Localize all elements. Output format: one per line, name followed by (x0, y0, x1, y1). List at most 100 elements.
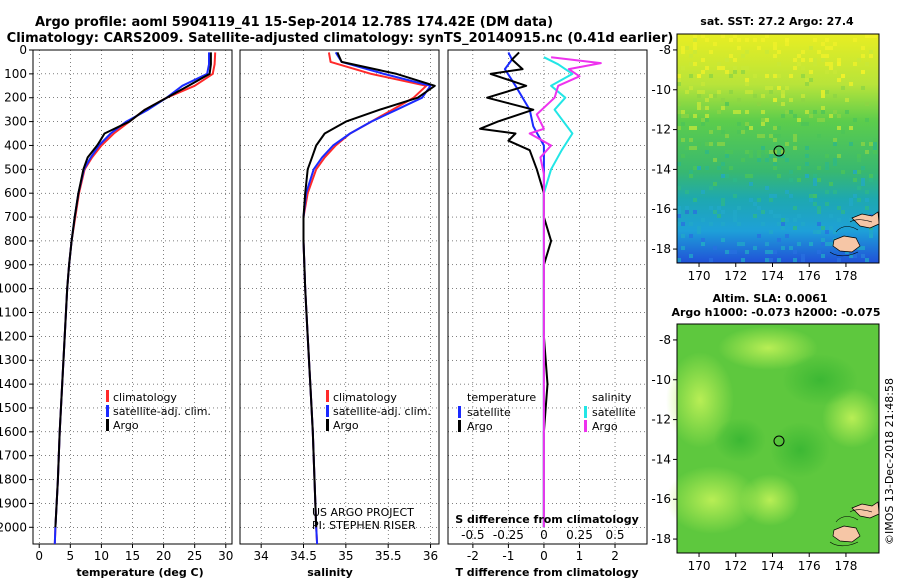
imos-watermark: ©IMOS 13-Dec-2018 21:48:58 (883, 378, 896, 545)
map-y-tick-label: -10 (651, 373, 671, 387)
legend-swatch-t-argo (458, 420, 461, 432)
series-line-s-satellite (542, 56, 574, 528)
sst-pixel (773, 126, 777, 130)
sst-pixel (677, 102, 681, 106)
sst-pixel (845, 110, 849, 114)
sst-pixel (825, 242, 829, 246)
difference-x-ticks: -2 -1 0 1 2 (467, 544, 619, 563)
sst-pixel (817, 134, 821, 138)
sst-pixel (773, 46, 777, 50)
sst-pixel (833, 230, 837, 234)
sst-pixel (685, 90, 689, 94)
legend-s-argo: Argo (592, 420, 618, 433)
sst-pixel (785, 158, 789, 162)
sst-pixel (853, 38, 857, 42)
sst-pixel (749, 154, 753, 158)
legend-swatch-climatology (326, 390, 329, 402)
sst-pixel (689, 138, 693, 142)
sst-pixel (809, 58, 813, 62)
sst-pixel (773, 54, 777, 58)
sst-pixel (793, 66, 797, 70)
depth-tick-label: 700 (4, 210, 27, 224)
sst-pixel (681, 46, 685, 50)
sst-frame (676, 33, 880, 264)
x-tick-label: 34.5 (290, 549, 317, 563)
sst-pixel (853, 170, 857, 174)
legend-swatch-satellite (326, 405, 329, 417)
sst-pixel (765, 242, 769, 246)
sst-pixel (849, 218, 853, 222)
sst-pixel (745, 66, 749, 70)
sst-pixel (769, 194, 773, 198)
map-y-tick-label: -12 (651, 413, 671, 427)
sst-pixel (681, 138, 685, 142)
sst-pixel (781, 226, 785, 230)
sst-pixel (861, 246, 865, 250)
series-line-t-satellite (503, 51, 545, 528)
sst-pixel (697, 230, 701, 234)
salinity-xlabel: salinity (307, 566, 353, 579)
sst-pixel (809, 198, 813, 202)
x-tick-label: 20 (156, 549, 171, 563)
sst-pixel (773, 166, 777, 170)
sst-pixel (725, 150, 729, 154)
land-fiji-2 (832, 525, 861, 543)
sst-pixel (737, 206, 741, 210)
sst-pixel (789, 74, 793, 78)
sst-pixel (829, 214, 833, 218)
sst-pixel (773, 98, 777, 102)
sst-pixel (753, 202, 757, 206)
sst-pixel (833, 110, 837, 114)
s-tick-label: -0.25 (493, 528, 524, 542)
legend-salinity-title: salinity (592, 391, 632, 404)
sst-pixel (721, 66, 725, 70)
map-y-tick-label: -12 (651, 123, 671, 137)
sst-pixel (769, 258, 773, 262)
sst-pixel (705, 150, 709, 154)
sst-pixel (745, 150, 749, 154)
salinity-frame (239, 49, 440, 545)
sst-pixel (693, 34, 697, 38)
sst-pixel (685, 114, 689, 118)
sst-pixel (765, 34, 769, 38)
sst-pixel (793, 58, 797, 62)
sst-pixel (869, 142, 873, 146)
sst-pixel (821, 106, 825, 110)
sst-pixel (825, 54, 829, 58)
sst-pixel (737, 46, 741, 50)
sst-pixel (733, 178, 737, 182)
sst-pixel (761, 110, 765, 114)
s-tick-label: 0 (540, 528, 548, 542)
sst-pixel (761, 94, 765, 98)
sst-pixel (797, 118, 801, 122)
sst-pixel (721, 34, 725, 38)
sst-pixel (749, 150, 753, 154)
sst-pixel (765, 74, 769, 78)
sst-pixel (813, 174, 817, 178)
sst-pixel (709, 186, 713, 190)
map-y-tick-label: -14 (651, 452, 671, 466)
depth-ticks: 0 100 200 300 400 500 600 700 800 900 1000 1100 1200… (0, 43, 33, 534)
map-y-tick-label: -10 (651, 83, 671, 97)
sst-pixel (789, 98, 793, 102)
depth-tick-label: 1900 (0, 496, 27, 510)
sst-pixel (849, 126, 853, 130)
sst-pixel (829, 226, 833, 230)
sst-pixel (713, 182, 717, 186)
sst-pixel (793, 250, 797, 254)
sst-pixel (821, 110, 825, 114)
sst-pixel (833, 162, 837, 166)
sla-map-ticks: 170 172 174 176 178 -8 -10 -12 -14 -16 -18 (651, 333, 857, 573)
sst-pixel (753, 38, 757, 42)
sst-pixel (741, 66, 745, 70)
sst-pixel (809, 70, 813, 74)
sst-pixel (797, 178, 801, 182)
sst-pixel (697, 94, 701, 98)
sst-pixel (781, 102, 785, 106)
sst-pixel (701, 70, 705, 74)
sst-pixel (777, 238, 781, 242)
sst-pixel (717, 166, 721, 170)
sst-pixel (725, 174, 729, 178)
legend-satellite: satellite-adj. clim. (333, 405, 431, 418)
map-y-tick-label: -8 (659, 43, 671, 57)
